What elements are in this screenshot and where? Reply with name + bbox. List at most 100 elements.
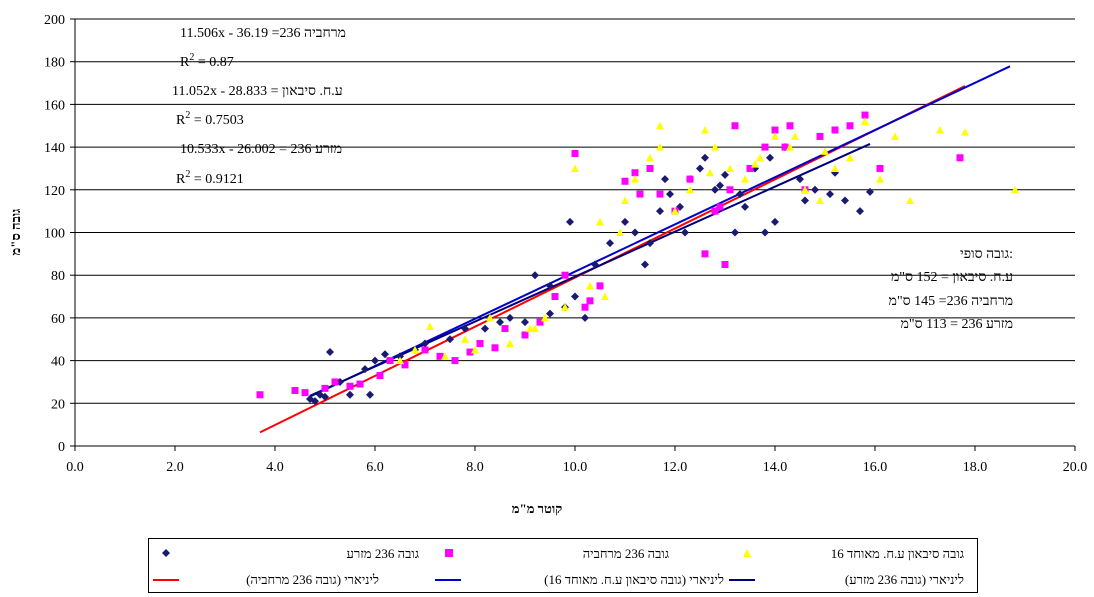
data-point-square	[771, 126, 779, 134]
data-point-triangle	[471, 345, 479, 354]
data-point-square	[721, 261, 729, 269]
x-tick-label: 18.0	[963, 460, 988, 475]
data-point-diamond	[591, 260, 599, 269]
data-point-square	[331, 378, 339, 386]
data-point-diamond	[856, 207, 864, 216]
x-tick-label: 8.0	[466, 460, 484, 475]
data-point-diamond	[716, 181, 724, 190]
data-point-square	[301, 389, 309, 397]
data-point-diamond	[681, 228, 689, 237]
series-2	[396, 117, 1019, 365]
trendlines	[259, 65, 1011, 434]
data-point-diamond	[771, 217, 779, 226]
data-point-diamond	[326, 348, 334, 357]
data-point-triangle	[801, 185, 809, 194]
data-point-diamond	[841, 196, 849, 205]
data-point-square	[781, 143, 789, 151]
data-point-triangle	[686, 185, 694, 194]
data-point-diamond	[666, 190, 674, 199]
data-point-triangle	[541, 313, 549, 322]
legend-label-mizra: גובה 236 מזרע	[347, 546, 419, 561]
r2-label: R	[176, 172, 186, 187]
data-point-triangle	[876, 175, 884, 183]
data-point-diamond	[446, 335, 454, 344]
data-point-diamond	[396, 352, 404, 361]
data-point-diamond	[496, 318, 504, 327]
x-tick-label: 14.0	[763, 460, 788, 475]
data-point-diamond	[481, 324, 489, 333]
data-point-diamond	[826, 190, 834, 199]
data-point-diamond	[506, 313, 514, 322]
triangle-marker-icon	[743, 549, 751, 557]
equation-1: 11.506x - 36.19 =236 מרחביה	[180, 26, 346, 41]
data-point-square	[401, 361, 409, 369]
legend-content: גובה 236 מזרע גובה 236 מרחביה גובה סיבאו…	[153, 546, 964, 587]
r2-label: R	[180, 55, 190, 70]
r-squared-3: R2 = 0.9121	[176, 169, 244, 187]
r2-value: 0.7503	[205, 113, 244, 128]
data-point-square	[521, 331, 529, 339]
y-tick-label: 180	[44, 56, 65, 71]
data-point-triangle	[756, 153, 764, 162]
legend-item-mizra: גובה 236 מזרע	[162, 546, 419, 561]
data-point-triangle	[936, 126, 944, 134]
data-point-triangle	[821, 147, 829, 155]
data-points	[256, 111, 1019, 406]
data-point-square	[636, 190, 644, 198]
x-tick-label: 6.0	[366, 460, 384, 475]
legend: גובה 236 מזרע גובה 236 מרחביה גובה סיבאו…	[148, 538, 978, 593]
data-point-diamond	[656, 207, 664, 216]
data-point-triangle	[741, 175, 749, 183]
data-point-diamond	[701, 153, 709, 162]
data-point-diamond	[661, 175, 669, 184]
data-point-square	[386, 357, 394, 365]
data-point-triangle	[411, 345, 419, 354]
y-tick-label: 0	[58, 440, 65, 455]
data-point-triangle	[506, 339, 514, 348]
data-point-square	[761, 143, 769, 151]
data-point-square	[846, 122, 854, 130]
data-point-triangle	[486, 313, 494, 322]
data-point-triangle	[596, 217, 604, 226]
data-point-diamond	[421, 339, 429, 348]
data-point-square	[716, 203, 724, 211]
legend-item-trend-sivaon: ליניארי (גובה סיבאון ע.ח. מאוחד 16)	[435, 572, 724, 587]
data-point-triangle	[831, 164, 839, 172]
data-point-triangle	[786, 143, 794, 151]
data-point-square	[656, 190, 664, 198]
x-tick-label: 2.0	[166, 460, 184, 475]
data-point-triangle	[706, 168, 714, 177]
data-point-diamond	[866, 187, 874, 196]
y-tick-label: 80	[51, 269, 65, 284]
data-point-triangle	[396, 356, 404, 365]
final-height-sivaon: ע.ח. סיבאון = 152 ס"מ	[891, 270, 1013, 285]
legend-item-sivaon: גובה סיבאון ע.ח. מאוחד 16	[743, 546, 964, 561]
data-point-diamond	[711, 185, 719, 194]
data-point-square	[831, 126, 839, 134]
data-point-triangle	[631, 175, 639, 183]
data-point-square	[731, 122, 739, 130]
data-point-square	[596, 282, 604, 290]
data-point-square	[571, 150, 579, 158]
y-tick-label: 20	[51, 397, 65, 412]
final-height-merchavia: מרחביה 236= 145 ס"מ	[889, 294, 1013, 309]
data-point-diamond	[731, 228, 739, 237]
gridlines	[75, 18, 1075, 404]
y-tick-label: 40	[51, 355, 65, 370]
data-point-square	[551, 293, 559, 301]
r2-equals: =	[190, 113, 205, 128]
data-point-triangle	[656, 143, 664, 151]
data-point-triangle	[671, 207, 679, 215]
tick-labels: 0 20 40 60 80 100 120 140 160 180 200 0.0 2.0 4.0 6.0 8…	[44, 13, 1087, 475]
data-point-square	[436, 352, 444, 360]
trendline	[309, 143, 871, 397]
data-point-square	[746, 164, 754, 172]
data-point-diamond	[721, 170, 729, 179]
data-point-diamond	[366, 390, 374, 399]
data-point-square	[876, 164, 884, 172]
data-point-diamond	[631, 228, 639, 237]
data-point-triangle	[711, 143, 719, 151]
legend-label-trend-merchavia: ליניארי (גובה 236 מרחביה)	[246, 572, 379, 587]
data-point-triangle	[791, 132, 799, 140]
